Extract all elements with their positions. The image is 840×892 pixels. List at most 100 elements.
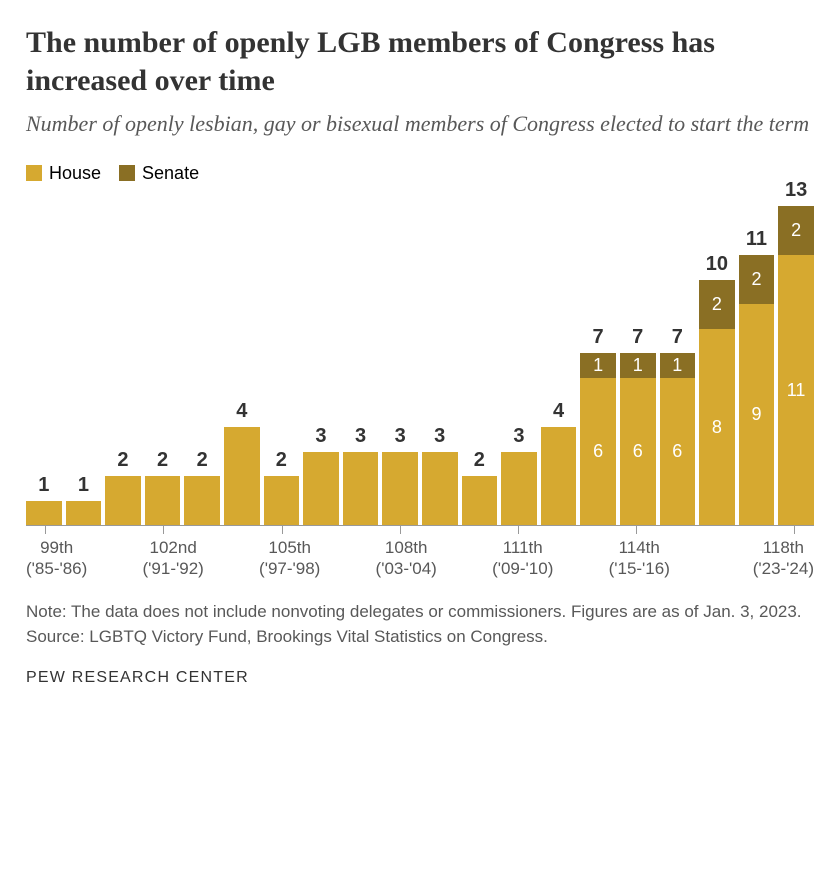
bar-segment-house <box>66 501 102 526</box>
bar-stack <box>501 452 537 526</box>
tick-col <box>538 526 577 534</box>
bar-total-label: 3 <box>434 425 445 448</box>
legend-swatch <box>119 165 135 181</box>
bar-stack <box>422 452 458 526</box>
bar-stack <box>462 476 498 525</box>
bar-stack <box>66 501 102 526</box>
bar-total-label: 7 <box>593 326 604 349</box>
x-label-bottom: ('03-'04) <box>376 558 437 579</box>
bar-column: 2 <box>184 206 220 526</box>
tick-col <box>381 526 420 534</box>
bar-stack <box>184 476 220 525</box>
x-label-top: 111th <box>492 537 553 558</box>
legend-item: Senate <box>119 163 199 184</box>
bar-stack: 16 <box>580 353 616 525</box>
bar-column: 2 <box>462 206 498 526</box>
tick-col <box>65 526 104 534</box>
x-label-top: 99th <box>26 537 87 558</box>
bar-total-label: 2 <box>157 449 168 472</box>
chart-subtitle: Number of openly lesbian, gay or bisexua… <box>26 109 814 139</box>
x-label-col <box>437 537 465 580</box>
tick-mark <box>636 526 637 534</box>
bar-column: 1 <box>26 206 62 526</box>
x-label-top: 114th <box>609 537 670 558</box>
x-label-col <box>697 537 725 580</box>
bar-segment-house <box>462 476 498 525</box>
x-label-bottom: ('09-'10) <box>492 558 553 579</box>
bar-stack: 28 <box>699 280 735 526</box>
bar-segment-house <box>501 452 537 526</box>
tick-col <box>696 526 735 534</box>
bar-segment-house <box>303 452 339 526</box>
x-label-bottom: ('23-'24) <box>753 558 814 579</box>
tick-col <box>144 526 183 534</box>
tick-mark <box>163 526 164 534</box>
bar-column: 3 <box>501 206 537 526</box>
x-axis-ticks <box>26 526 814 534</box>
bar-segment-house <box>26 501 62 526</box>
bar-total-label: 4 <box>236 400 247 423</box>
x-label-col <box>87 537 115 580</box>
x-label-col <box>553 537 581 580</box>
bar-segment-senate: 1 <box>660 353 696 378</box>
x-label-col <box>670 537 698 580</box>
bar-column: 3 <box>343 206 379 526</box>
bar-column: 1 <box>66 206 102 526</box>
tick-mark <box>282 526 283 534</box>
bar-column: 1028 <box>699 206 735 526</box>
x-label-col <box>464 537 492 580</box>
bar-segment-house: 8 <box>699 329 735 526</box>
chart-area: 112224233332347167167161028112913211 99t… <box>26 192 814 572</box>
x-label-top: 105th <box>259 537 320 558</box>
tick-col <box>499 526 538 534</box>
bar-column: 716 <box>620 206 656 526</box>
bar-total-label: 13 <box>785 179 807 202</box>
tick-col <box>223 526 262 534</box>
x-label-top: 108th <box>376 537 437 558</box>
bar-segment-house <box>264 476 300 525</box>
bar-column: 4 <box>541 206 577 526</box>
x-label-col <box>204 537 232 580</box>
bar-segment-house: 6 <box>660 378 696 526</box>
x-label-col <box>320 537 348 580</box>
bar-segment-senate: 2 <box>778 206 814 255</box>
bar-segment-house <box>541 427 577 525</box>
legend-item: House <box>26 163 101 184</box>
brand-label: PEW RESEARCH CENTER <box>26 669 814 687</box>
x-label-col: 99th('85-'86) <box>26 537 87 580</box>
tick-col <box>184 526 223 534</box>
bar-stack: 29 <box>739 255 775 526</box>
bar-total-label: 11 <box>746 228 767 251</box>
bar-segment-house <box>422 452 458 526</box>
x-label-col: 102nd('91-'92) <box>143 537 204 580</box>
bar-segment-house <box>145 476 181 525</box>
x-label-col: 118th('23-'24) <box>753 537 814 580</box>
bar-segment-house <box>105 476 141 525</box>
bar-segment-senate: 2 <box>699 280 735 329</box>
tick-col <box>578 526 617 534</box>
bar-column: 3 <box>303 206 339 526</box>
bar-segment-house <box>224 427 260 525</box>
bar-stack: 16 <box>660 353 696 525</box>
bar-total-label: 3 <box>513 425 524 448</box>
bar-column: 13211 <box>778 206 814 526</box>
bar-column: 716 <box>660 206 696 526</box>
tick-col <box>341 526 380 534</box>
x-label-col <box>725 537 753 580</box>
bar-stack <box>26 501 62 526</box>
bar-total-label: 2 <box>117 449 128 472</box>
tick-col <box>735 526 774 534</box>
bar-total-label: 2 <box>197 449 208 472</box>
bar-column: 4 <box>224 206 260 526</box>
bar-total-label: 2 <box>276 449 287 472</box>
bar-stack: 211 <box>778 206 814 526</box>
bar-stack <box>224 427 260 525</box>
bar-segment-senate: 1 <box>580 353 616 378</box>
tick-mark <box>518 526 519 534</box>
tick-col <box>459 526 498 534</box>
tick-col <box>26 526 65 534</box>
tick-col <box>775 526 814 534</box>
bar-column: 11 29 <box>739 206 775 526</box>
x-label-top: 118th <box>753 537 814 558</box>
bar-segment-house: 9 <box>739 304 775 526</box>
